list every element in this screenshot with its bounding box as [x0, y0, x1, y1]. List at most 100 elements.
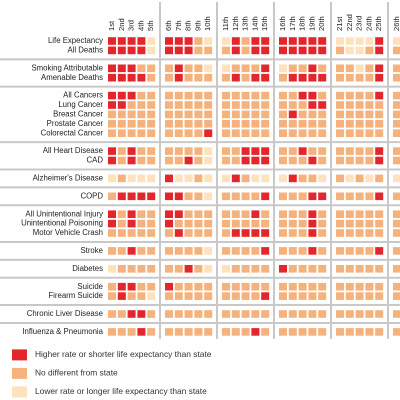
cell: [174, 265, 183, 273]
cell: [222, 174, 230, 183]
cell: [117, 310, 126, 318]
cell: [231, 64, 240, 73]
cell: [231, 310, 240, 318]
cell: [184, 174, 193, 183]
cell: [127, 219, 136, 228]
cell: [117, 210, 126, 218]
cell: [336, 247, 344, 255]
column-label: 19th: [307, 16, 316, 31]
cell: [137, 110, 146, 119]
cell: [137, 64, 146, 73]
cell: [336, 310, 344, 318]
row-label: Breast Cancer: [53, 109, 103, 118]
cell: [165, 282, 173, 291]
cell: [308, 282, 317, 291]
cell: [355, 247, 364, 255]
cell: [365, 265, 374, 273]
cell: [184, 120, 193, 128]
cell: [393, 265, 400, 273]
cell: [288, 292, 297, 300]
cell: [174, 310, 183, 318]
cell: [165, 292, 173, 300]
cell: [204, 129, 213, 137]
cell: [393, 64, 400, 73]
cell: [231, 229, 240, 237]
cell: [365, 37, 374, 45]
cell: [231, 192, 240, 201]
cell: [288, 219, 297, 228]
cell: [231, 292, 240, 300]
legend-label: Higher rate or shorter life expectancy t…: [35, 349, 212, 359]
cell: [194, 101, 203, 109]
cell: [204, 282, 213, 291]
cell: [298, 64, 307, 73]
cell: [251, 129, 260, 137]
cell: [165, 73, 173, 82]
cell: [298, 192, 307, 201]
cell: [117, 73, 126, 82]
cell: [108, 101, 116, 109]
cell: [147, 101, 156, 109]
cell: [222, 147, 230, 155]
cell: [345, 129, 354, 137]
cell: [117, 91, 126, 100]
cell: [345, 91, 354, 100]
cell: [345, 192, 354, 201]
cell: [279, 192, 287, 201]
cell: [184, 292, 193, 300]
cell: [365, 129, 374, 137]
cell: [308, 37, 317, 45]
cell: [288, 247, 297, 255]
column-label: 17th: [288, 16, 297, 31]
cell: [355, 328, 364, 336]
cell: [318, 192, 327, 201]
cell: [251, 64, 260, 73]
cell: [365, 310, 374, 318]
cell: [127, 229, 136, 237]
cell: [108, 129, 116, 137]
cell: [308, 310, 317, 318]
cell: [137, 174, 146, 183]
legend-swatch: [12, 386, 27, 398]
cell: [222, 219, 230, 228]
cell: [318, 37, 327, 45]
cell: [137, 73, 146, 82]
cell: [117, 192, 126, 201]
column-label: 13th: [241, 16, 250, 31]
cell: [241, 110, 250, 119]
cell: [365, 120, 374, 128]
cell: [251, 229, 260, 237]
cell: [241, 210, 250, 218]
cell: [261, 147, 270, 155]
cell: [231, 73, 240, 82]
cell: [204, 192, 213, 201]
cell: [336, 101, 344, 109]
cell: [108, 219, 116, 228]
cell: [251, 265, 260, 273]
column-label: 9th: [193, 20, 202, 31]
cell: [194, 282, 203, 291]
cell: [355, 110, 364, 119]
cell: [288, 120, 297, 128]
cell: [231, 328, 240, 336]
cell: [204, 120, 213, 128]
cell: [279, 265, 287, 273]
cell: [345, 46, 354, 55]
column-label: 23rd: [355, 16, 364, 31]
cell: [137, 129, 146, 137]
cell: [345, 282, 354, 291]
cell: [137, 192, 146, 201]
cell: [298, 210, 307, 218]
cell: [298, 91, 307, 100]
cell: [279, 219, 287, 228]
cell: [336, 292, 344, 300]
cell: [375, 219, 384, 228]
cell: [222, 210, 230, 218]
cell: [345, 247, 354, 255]
column-label: 14th: [250, 16, 259, 31]
row-label: Alzheimer's Disease: [33, 173, 103, 182]
cell: [108, 64, 116, 73]
cell: [204, 265, 213, 273]
cell: [345, 328, 354, 336]
